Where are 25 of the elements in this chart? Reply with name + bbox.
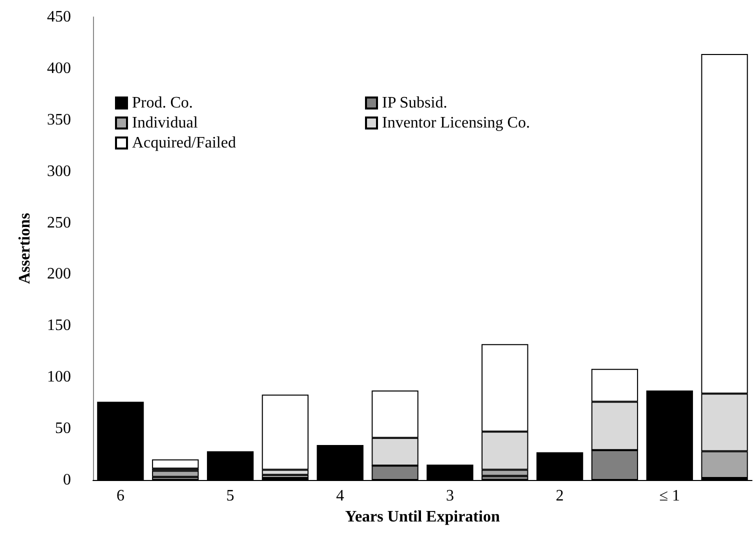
- legend-label: Prod. Co.: [132, 94, 193, 112]
- y-tick-label: 300: [47, 162, 71, 180]
- y-tick-label: 250: [47, 214, 71, 232]
- y-tick-label: 0: [63, 472, 71, 488]
- x-tick-label: 2: [556, 488, 564, 504]
- x-tick-label: 4: [336, 488, 344, 504]
- x-tick-label: 3: [446, 488, 454, 504]
- y-axis-title: Assertions: [16, 212, 34, 284]
- legend-label: Individual: [132, 114, 198, 132]
- x-axis-title: Years Until Expiration: [345, 508, 500, 526]
- y-tick-label: 50: [55, 420, 71, 438]
- x-tick-label: ≤ 1: [659, 488, 680, 504]
- x-tick-label: 5: [226, 488, 234, 504]
- x-tick-label: 6: [116, 488, 124, 504]
- y-tick-label: 200: [47, 266, 71, 283]
- legend-label: IP Subsid.: [382, 94, 448, 112]
- y-tick-label: 400: [47, 60, 71, 77]
- y-tick-label: 150: [47, 317, 71, 334]
- bar: [152, 470, 199, 477]
- y-tick-label: 350: [47, 111, 71, 128]
- legend-label: Acquired/Failed: [132, 134, 236, 152]
- legend-label: Inventor Licensing Co.: [382, 114, 530, 132]
- y-tick-label: 450: [47, 8, 71, 26]
- bar: [152, 459, 199, 469]
- y-tick-label: 100: [47, 368, 71, 386]
